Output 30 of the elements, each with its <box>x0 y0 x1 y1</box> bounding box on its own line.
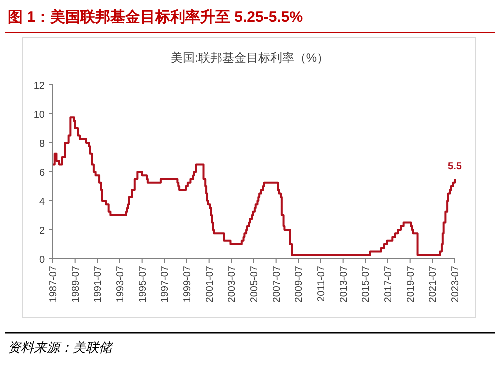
x-tick-label: 2001-07 <box>204 266 216 303</box>
y-tick-label: 4 <box>39 197 46 208</box>
x-tick-label: 2023-07 <box>450 266 462 303</box>
x-tick-label: 2019-07 <box>406 266 417 303</box>
y-tick-label: 6 <box>39 168 46 179</box>
x-tick-label: 2011-07 <box>316 266 328 302</box>
x-tick-label: 1987-07 <box>48 266 60 303</box>
x-tick-label: 2013-07 <box>338 266 350 303</box>
y-tick-label: 12 <box>34 81 46 92</box>
y-tick-label: 0 <box>39 255 46 266</box>
x-tick-label: 2021-07 <box>428 266 440 303</box>
y-tick-label: 8 <box>39 139 46 150</box>
x-tick-label: 1999-07 <box>182 266 194 303</box>
x-tick-label: 1995-07 <box>138 266 149 303</box>
x-tick-label: 2009-07 <box>294 266 306 303</box>
y-tick-label: 2 <box>39 226 46 237</box>
annotation: 5.5 <box>448 161 462 172</box>
y-tick-label: 10 <box>34 110 46 121</box>
x-tick-label: 2005-07 <box>250 266 260 303</box>
x-tick-label: 1989-07 <box>70 266 82 303</box>
x-tick-label: 1993-07 <box>116 266 126 303</box>
x-tick-label: 2003-07 <box>227 266 238 303</box>
chart-subtitle: 美国:联邦基金目标利率（%） <box>170 51 330 65</box>
x-tick-label: 2015-07 <box>361 266 372 303</box>
x-tick-label: 1997-07 <box>160 266 172 303</box>
text: 资料来源：美联储 <box>8 340 114 355</box>
x-tick-label: 2017-07 <box>384 266 394 303</box>
x-tick-label: 1991-07 <box>93 266 104 303</box>
chart-title: 图 1：美国联邦基金目标利率升至 5.25-5.5% <box>8 8 304 26</box>
x-tick-label: 2007-07 <box>272 266 283 303</box>
